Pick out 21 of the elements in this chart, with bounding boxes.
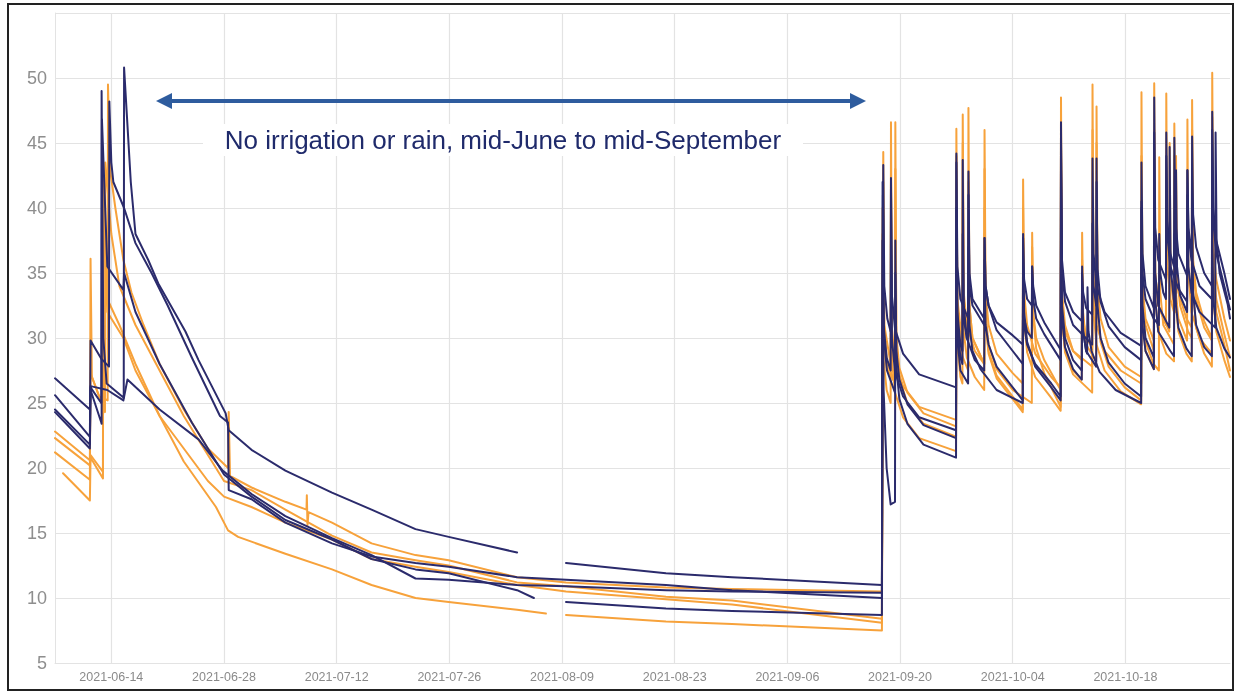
y-tick-label: 45 — [26, 133, 47, 153]
x-tick-label: 2021-10-18 — [1093, 669, 1158, 684]
y-tick-label: 40 — [26, 198, 47, 218]
x-tick-label: 2021-10-04 — [980, 669, 1045, 684]
x-tick-label: 2021-06-28 — [192, 669, 257, 684]
y-tick-label: 50 — [26, 68, 47, 88]
annotation: No irrigation or rain, mid-June to mid-September — [202, 124, 804, 156]
x-tick-label: 2021-07-26 — [417, 669, 482, 684]
x-tick-label: 2021-09-06 — [755, 669, 820, 684]
x-tick-label: 2021-06-14 — [79, 669, 144, 684]
y-tick-label: 25 — [26, 393, 47, 413]
y-tick-label: 5 — [36, 653, 47, 673]
x-tick-label: 2021-08-23 — [642, 669, 707, 684]
x-tick-label: 2021-08-09 — [530, 669, 595, 684]
x-tick-label: 2021-09-20 — [868, 669, 933, 684]
y-tick-label: 30 — [26, 328, 47, 348]
y-tick-label: 35 — [26, 263, 47, 283]
y-tick-label: 10 — [26, 588, 47, 608]
x-tick-label: 2021-07-12 — [304, 669, 369, 684]
y-tick-label: 20 — [26, 458, 47, 478]
y-tick-label: 15 — [26, 523, 47, 543]
